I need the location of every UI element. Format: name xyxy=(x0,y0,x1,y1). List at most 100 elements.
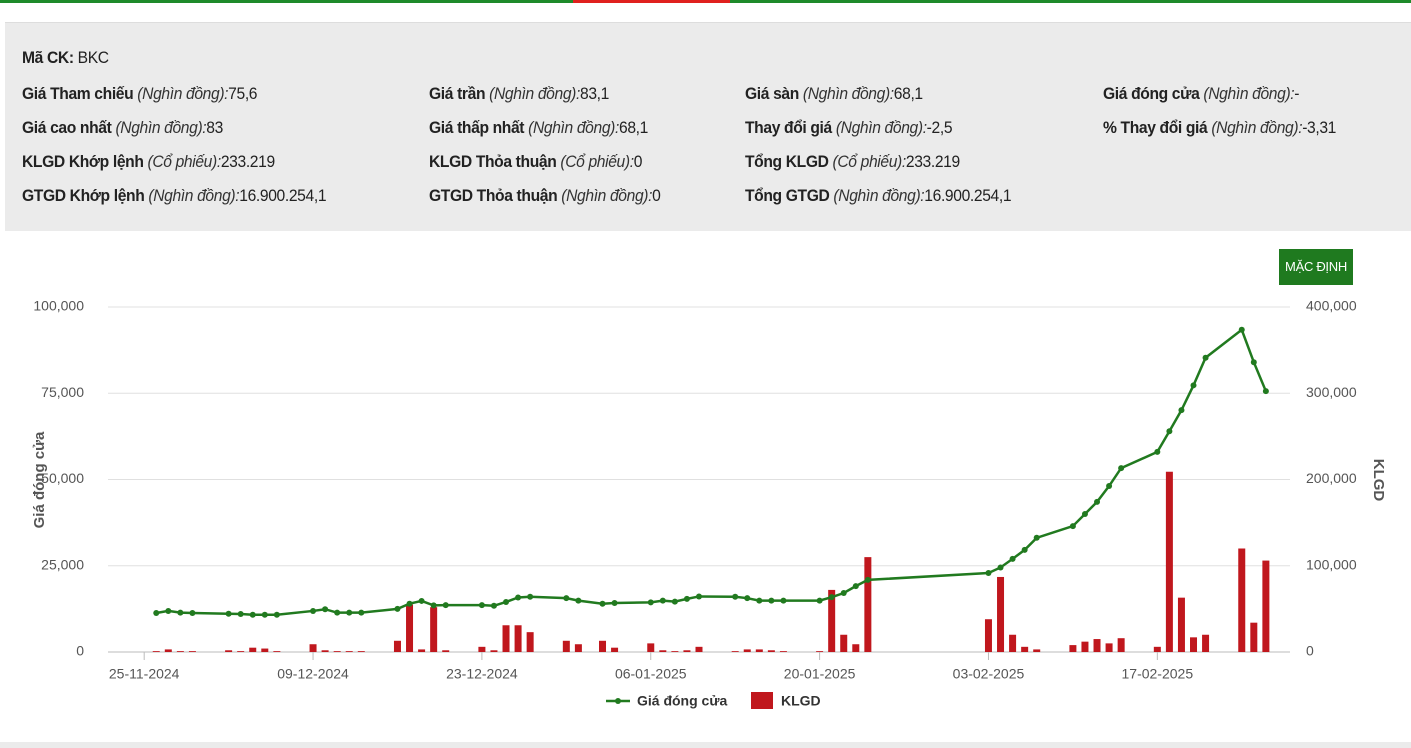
price-point xyxy=(1069,523,1076,530)
price-point xyxy=(997,564,1004,571)
price-point xyxy=(261,611,268,618)
info-cell: GTGD Thỏa thuận (Nghìn đồng):0 xyxy=(429,186,661,206)
x-tick-label: 03-02-2025 xyxy=(953,666,1025,682)
info-label: Mã CK: xyxy=(22,48,74,67)
volume-bar xyxy=(574,644,582,652)
info-label: GTGD Thỏa thuận xyxy=(429,186,558,205)
volume-bar xyxy=(611,647,619,652)
volume-bar xyxy=(261,648,269,652)
volume-bar xyxy=(997,576,1005,652)
price-point xyxy=(864,576,871,583)
price-point xyxy=(563,595,570,602)
volume-bar xyxy=(406,604,414,652)
volume-bar xyxy=(731,651,739,652)
price-point xyxy=(732,593,739,600)
price-point xyxy=(310,607,317,614)
volume-bar xyxy=(864,557,872,652)
volume-bar xyxy=(249,647,257,652)
volume-bar xyxy=(755,649,763,652)
info-value: 68,1 xyxy=(893,84,923,103)
price-point xyxy=(1238,326,1245,333)
price-point xyxy=(671,598,678,605)
info-unit: (Nghìn đồng): xyxy=(833,186,925,205)
price-line xyxy=(156,327,1268,616)
y-tick-label: 25,000 xyxy=(41,556,84,572)
price-point xyxy=(840,590,847,597)
info-cell: Tổng KLGD (Cổ phiếu):233.219 xyxy=(745,152,960,172)
price-point xyxy=(647,599,654,606)
x-tick-label: 20-01-2025 xyxy=(784,666,856,682)
price-point xyxy=(1118,465,1125,472)
info-value: -2,5 xyxy=(926,118,953,137)
y-tick-label: 50,000 xyxy=(41,470,84,486)
volume-bar xyxy=(828,589,836,652)
info-value: 16.900.254,1 xyxy=(239,186,327,205)
volume-bar xyxy=(779,651,787,652)
price-point xyxy=(430,602,437,609)
legend-label: KLGD xyxy=(781,693,821,709)
volume-bar xyxy=(502,625,510,652)
volume-bar xyxy=(1238,548,1246,652)
info-value: 0 xyxy=(633,152,643,171)
x-tick-label: 25-11-2024 xyxy=(109,666,180,682)
price-point xyxy=(1262,388,1269,395)
volume-bar xyxy=(659,650,667,652)
volume-bar xyxy=(273,651,281,652)
y-tick-label: 75,000 xyxy=(41,384,84,400)
info-cell: Mã CK: BKC xyxy=(22,48,109,68)
info-label: Giá sàn xyxy=(745,84,799,103)
x-tick-label: 23-12-2024 xyxy=(446,666,518,682)
price-point xyxy=(515,594,522,601)
info-unit: (Nghìn đồng): xyxy=(137,84,229,103)
volume-bar xyxy=(1081,641,1089,652)
y2-tick-label: 200,000 xyxy=(1306,470,1357,486)
volume-bar xyxy=(1177,597,1185,652)
info-label: KLGD Khớp lệnh xyxy=(22,152,144,171)
price-point xyxy=(780,597,787,604)
volume-bar xyxy=(442,650,450,652)
price-point xyxy=(756,597,763,604)
info-cell: Giá đóng cửa (Nghìn đồng):- xyxy=(1103,84,1300,104)
price-point xyxy=(1106,483,1113,490)
info-unit: (Nghìn đồng): xyxy=(528,118,619,137)
y-tick-label: 100,000 xyxy=(33,298,84,314)
info-cell: % Thay đổi giá (Nghìn đồng):-3,31 xyxy=(1103,118,1336,138)
price-point xyxy=(237,611,244,618)
info-value: 0 xyxy=(652,186,661,205)
price-point xyxy=(696,593,702,600)
volume-bar xyxy=(683,650,691,652)
price-point xyxy=(394,605,401,612)
info-value: 83,1 xyxy=(580,84,609,103)
price-point xyxy=(1202,354,1209,361)
info-label: Giá cao nhất xyxy=(22,118,112,137)
price-point xyxy=(575,597,582,604)
price-point xyxy=(189,610,196,617)
volume-bar xyxy=(1165,471,1173,652)
info-value: 75,6 xyxy=(228,84,258,103)
volume-bar xyxy=(152,651,160,652)
volume-bar xyxy=(1009,634,1017,652)
info-panel: Mã CK: BKC Giá Tham chiếu (Nghìn đồng):75… xyxy=(5,22,1411,231)
volume-bar xyxy=(393,640,401,652)
legend-label: Giá đóng cửa xyxy=(637,693,727,709)
y-axis-label: Giá đóng cửa xyxy=(31,431,48,528)
bottom-border xyxy=(0,742,1411,748)
info-value: - xyxy=(1294,84,1300,103)
volume-bar xyxy=(840,634,848,652)
volume-bar xyxy=(1262,560,1270,652)
info-value: 233.219 xyxy=(905,152,960,171)
info-label: KLGD Thỏa thuận xyxy=(429,152,557,171)
price-point xyxy=(1154,448,1161,455)
info-value: 68,1 xyxy=(618,118,648,137)
volume-bar xyxy=(237,651,245,652)
price-point xyxy=(442,602,449,609)
info-unit: (Nghìn đồng): xyxy=(1203,84,1295,103)
volume-bar xyxy=(418,649,426,652)
info-cell: Tổng GTGD (Nghìn đồng):16.900.254,1 xyxy=(745,186,1012,206)
info-value: 16.900.254,1 xyxy=(924,186,1012,205)
info-unit: (Nghìn đồng): xyxy=(148,186,240,205)
volume-bar xyxy=(225,650,233,652)
volume-bar xyxy=(345,651,353,652)
default-button[interactable]: MẶC ĐỊNH xyxy=(1279,249,1353,285)
